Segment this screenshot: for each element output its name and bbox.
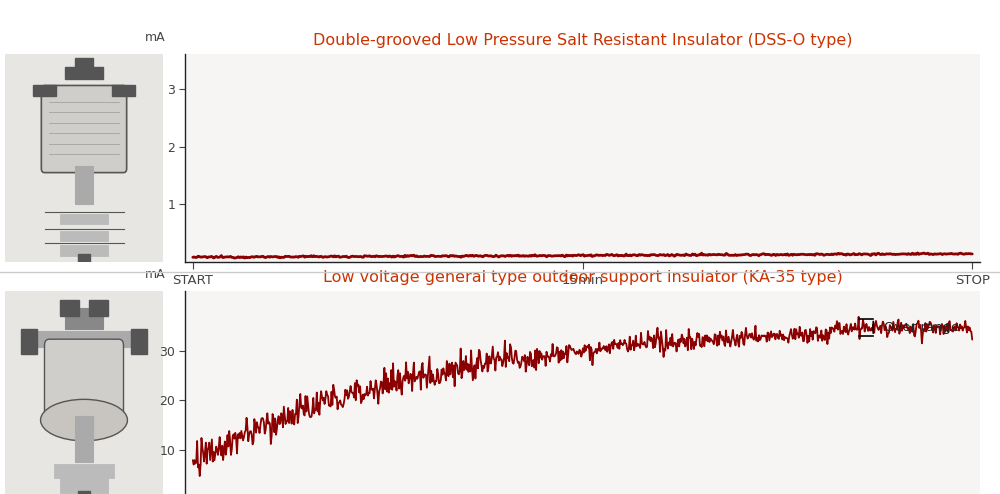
Bar <box>78 253 90 262</box>
Ellipse shape <box>41 399 127 441</box>
Bar <box>75 416 93 461</box>
Bar <box>54 464 114 478</box>
FancyBboxPatch shape <box>41 85 127 172</box>
Bar <box>65 308 103 329</box>
Bar <box>33 85 56 96</box>
Title: Double-grooved Low Pressure Salt Resistant Insulator (DSS-O type): Double-grooved Low Pressure Salt Resista… <box>313 33 852 47</box>
Bar <box>75 58 93 67</box>
Bar <box>60 231 108 241</box>
Bar <box>75 166 93 204</box>
FancyBboxPatch shape <box>44 339 124 418</box>
Bar <box>29 331 139 347</box>
Bar <box>78 491 90 494</box>
Text: mA: mA <box>144 268 165 281</box>
Bar <box>89 300 108 316</box>
Text: mA: mA <box>144 31 165 44</box>
Bar <box>65 67 103 79</box>
Title: Low voltage general type outdoor support insulator (KA-35 type): Low voltage general type outdoor support… <box>323 270 842 285</box>
Bar <box>60 214 108 224</box>
Text: Applied voltage: 440V/√3=250V    Contamination Breakdown Voltage: 9.9kV    Leaka: Applied voltage: 440V/√3=250V Contaminat… <box>282 320 883 331</box>
Bar <box>112 85 135 96</box>
Bar <box>60 478 108 493</box>
Bar <box>60 300 79 316</box>
Text: Over range: Over range <box>884 321 959 334</box>
Bar <box>131 329 147 354</box>
Bar <box>21 329 37 354</box>
Bar <box>60 245 108 255</box>
